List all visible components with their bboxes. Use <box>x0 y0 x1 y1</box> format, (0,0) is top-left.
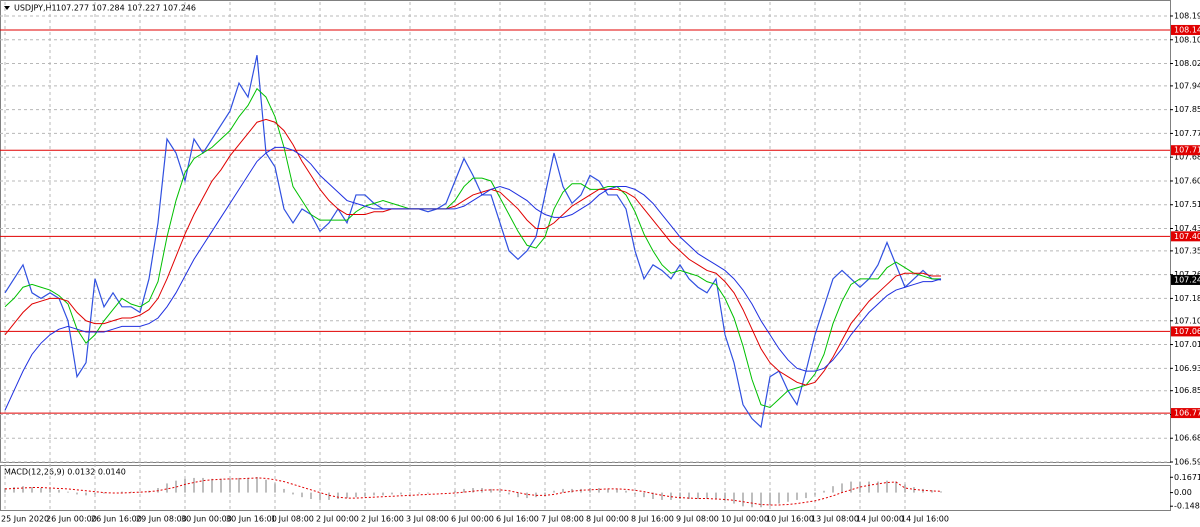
y-tick-label: 107.350 <box>1174 246 1200 255</box>
x-tick-label: 30 Jun 00:00 <box>181 515 232 524</box>
price-line <box>4 87 941 409</box>
y-tick-label: 106.930 <box>1174 364 1200 373</box>
y-tick-label: 107.180 <box>1174 294 1200 303</box>
x-tick-label: 29 Jun 08:00 <box>136 515 187 524</box>
x-tick-label: 8 Jul 00:00 <box>586 515 629 524</box>
current-price: 107.246 <box>1174 275 1200 284</box>
y-tick-label: 106.850 <box>1174 386 1200 395</box>
y-tick-label: 0.1671 <box>1174 473 1200 482</box>
y-tick-label: 107.430 <box>1174 224 1200 233</box>
level-label: 107.402 <box>1174 232 1200 241</box>
y-tick-label: 0.00 <box>1174 488 1192 497</box>
y-tick-label: 106.595 <box>1174 458 1200 467</box>
price-tag <box>1171 274 1200 285</box>
y-tick-label: 107.265 <box>1174 270 1200 279</box>
y-tick-label: 107.685 <box>1174 153 1200 162</box>
x-tick-label: 9 Jul 08:00 <box>676 515 719 524</box>
y-tick-label: 107.770 <box>1174 129 1200 138</box>
macd-frame <box>0 465 1171 511</box>
indicator-label: MACD(12,26,9) 0.0132 0.0140 <box>4 468 126 477</box>
x-tick-label: 3 Jul 08:00 <box>406 515 449 524</box>
x-tick-label: 10 Jul 00:00 <box>721 515 769 524</box>
y-tick-label: 107.015 <box>1174 340 1200 349</box>
x-tick-label: 26 Jun 00:00 <box>46 515 97 524</box>
x-tick-label: 2 Jul 00:00 <box>316 515 359 524</box>
level-tag <box>1171 408 1200 419</box>
price-line <box>4 118 941 386</box>
level-label: 107.062 <box>1174 327 1200 336</box>
y-tick-label: 107.940 <box>1174 81 1200 90</box>
level-tag <box>1171 326 1200 337</box>
level-tag <box>1171 24 1200 35</box>
price-line <box>4 55 942 429</box>
x-tick-label: 14 Jul 00:00 <box>856 515 904 524</box>
level-tag <box>1171 231 1200 242</box>
x-tick-label: 6 Jul 00:00 <box>451 515 494 524</box>
x-tick-label: 26 Jun 16:00 <box>91 515 142 524</box>
y-tick-label: 107.515 <box>1174 200 1200 209</box>
x-tick-label: 6 Jul 16:00 <box>496 515 539 524</box>
y-tick-label: 106.680 <box>1174 434 1200 443</box>
x-tick-label: 30 Jun 16:00 <box>226 515 277 524</box>
x-tick-label: 8 Jul 16:00 <box>631 515 674 524</box>
quote: 107.277 107.284 107.227 107.246 <box>56 4 196 13</box>
y-tick-label: 107.100 <box>1174 316 1200 325</box>
level-label: 106.770 <box>1174 409 1200 418</box>
y-tick-label: 108.020 <box>1174 59 1200 68</box>
x-tick-label: 1 Jul 08:00 <box>271 515 314 524</box>
level-tag <box>1171 145 1200 156</box>
level-label: 108.140 <box>1174 25 1200 34</box>
x-tick-label: 2 Jul 16:00 <box>361 515 404 524</box>
menu-arrow[interactable] <box>4 6 10 10</box>
y-tick-label: 107.855 <box>1174 105 1200 114</box>
y-tick-label: -0.1486 <box>1174 502 1200 511</box>
y-tick-label: 107.600 <box>1174 176 1200 185</box>
x-tick-label: 25 Jun 2020 <box>1 515 49 524</box>
symbol: USDJPY,H1 <box>14 4 57 13</box>
signal-line <box>4 477 942 506</box>
price-line <box>4 146 942 411</box>
x-tick-label: 10 Jul 16:00 <box>766 515 814 524</box>
y-tick-label: 108.190 <box>1174 11 1200 20</box>
x-tick-label: 13 Jul 08:00 <box>811 515 859 524</box>
main-frame <box>0 0 1171 463</box>
y-tick-label: 108.105 <box>1174 35 1200 44</box>
x-tick-label: 7 Jul 08:00 <box>541 515 584 524</box>
x-tick-label: 14 Jul 16:00 <box>901 515 949 524</box>
level-label: 107.710 <box>1174 146 1200 155</box>
